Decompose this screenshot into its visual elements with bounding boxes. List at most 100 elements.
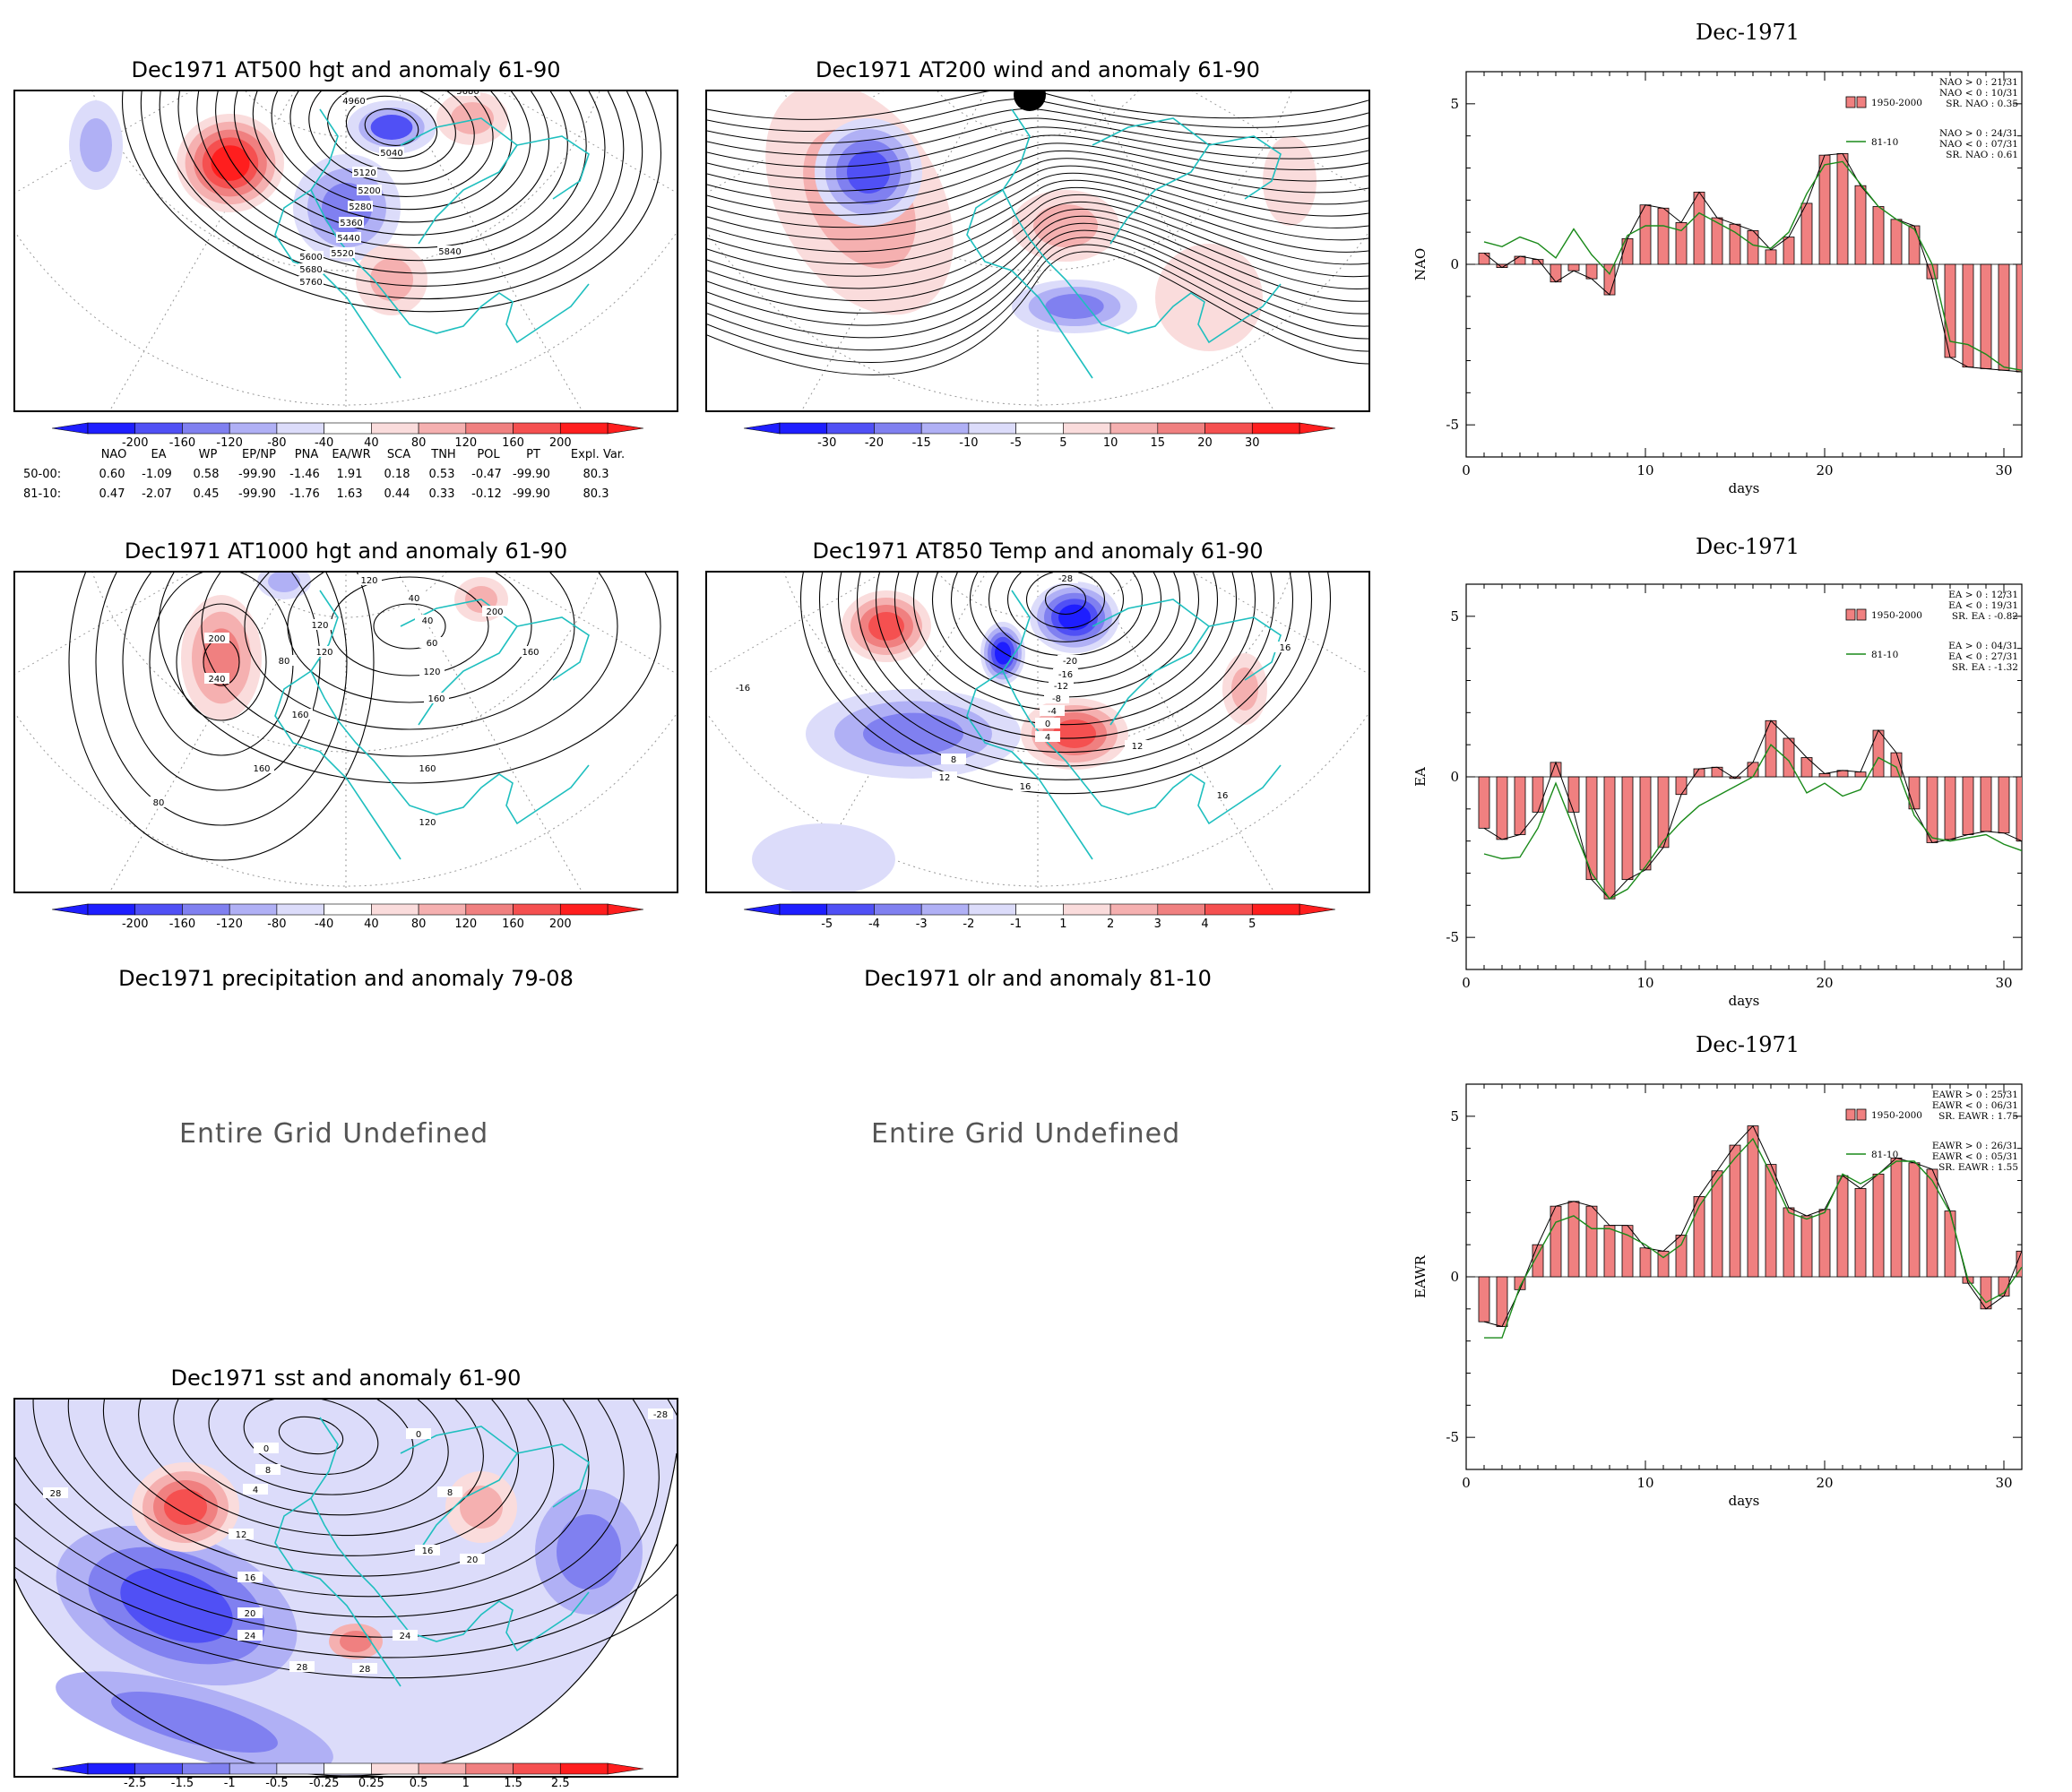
anomaly-shading: [340, 1631, 372, 1652]
colorbar-tick-label: -1.5: [171, 1777, 194, 1790]
contour-label: 5360: [340, 219, 362, 228]
colorbar-tick-label: 200: [549, 918, 572, 931]
contour-label: 5200: [358, 186, 380, 196]
colorbar-swatch: [134, 1762, 183, 1775]
colorbar-tick-label: 2.5: [551, 1777, 570, 1790]
teleconnection-row-81-10: 81-10: 0.47 -2.07 0.45 -99.90 -1.76 1.63 0.44 0.…: [18, 487, 681, 505]
y-tick-label: -5: [1446, 1429, 1459, 1445]
teleconnection-value: -0.47: [471, 468, 502, 481]
contour-label: 4: [253, 1486, 258, 1495]
bar: [1550, 1205, 1562, 1278]
contour-line: [138, 1400, 484, 1537]
colorbar-tick-label: -15: [912, 436, 931, 450]
map-title-sst: Dec1971 sst and anomaly 61-90: [170, 1366, 522, 1391]
contour-label: 160: [253, 764, 270, 774]
colorbar-swatch: [87, 422, 136, 435]
contour-line: [252, 91, 531, 223]
contour-label: 20: [245, 1609, 256, 1619]
x-tick-label: 20: [1816, 462, 1833, 478]
colorbar-tick-label: -200: [122, 436, 149, 450]
colorbar-swatch: [134, 903, 183, 916]
anomaly-shading: [120, 1568, 233, 1643]
colorbar-tick-label: -30: [817, 436, 836, 450]
chart-title-nao: Dec-1971: [1695, 20, 1800, 45]
teleconnection-value: 80.3: [583, 468, 609, 481]
contour-label: 16: [1217, 791, 1229, 801]
colorbar-swatch: [465, 422, 514, 435]
contour-label: 12: [236, 1530, 247, 1540]
legend-stat: EA < 0 : 27/31: [1948, 651, 2018, 662]
bar: [1657, 207, 1670, 265]
teleconnection-header-cell: SCA: [386, 448, 411, 461]
colorbar-tick-label: -20: [865, 436, 884, 450]
colorbar-tick-label: 1.5: [504, 1777, 522, 1790]
colorbar-tick-label: 20: [1197, 436, 1213, 450]
map-title-at1000: Dec1971 AT1000 hgt and anomaly 61-90: [124, 538, 568, 564]
colorbar-swatch: [920, 422, 970, 435]
bar: [1496, 776, 1508, 840]
teleconnection-value: -2.07: [142, 487, 172, 501]
coastline: [966, 108, 1282, 379]
colorbar-tick-label: 80: [411, 918, 427, 931]
y-tick-label: -5: [1446, 929, 1459, 945]
bar: [1818, 1209, 1831, 1278]
colorbar-tick-label: -2.5: [124, 1777, 146, 1790]
colorbar-tick-label: 0.5: [410, 1777, 428, 1790]
contour-label: 120: [311, 621, 328, 631]
anomaly-shading: [370, 258, 413, 301]
contour-line: [876, 573, 1256, 739]
bar: [1603, 263, 1616, 296]
colorbar-tick-label: 200: [549, 436, 572, 450]
contour-line: [173, 1400, 449, 1516]
colorbar-swatch: [182, 1762, 230, 1775]
colorbar-tick-label: 40: [364, 918, 379, 931]
contour-line: [215, 91, 568, 249]
legend-stat: EAWR < 0 : 05/31: [1932, 1151, 2018, 1162]
bar: [1962, 263, 1974, 368]
contour-label: 80: [153, 798, 165, 808]
colorbar-swatch: [276, 422, 324, 435]
contour-line: [271, 91, 513, 211]
teleconnection-value: 0.45: [193, 487, 220, 501]
anomaly-shading: [111, 1692, 278, 1753]
legend-stat: EA < 0 : 19/31: [1948, 600, 2018, 611]
teleconnection-header-cell: PNA: [294, 448, 319, 461]
teleconnection-value: 0.44: [384, 487, 410, 501]
colorbar-tick-label: 3: [1154, 918, 1161, 931]
colorbar-swatch: [182, 903, 230, 916]
teleconnection-header-cell: Expl. Var.: [570, 448, 626, 461]
colorbar-swatch: [826, 903, 875, 916]
legend-stat: EA > 0 : 04/31: [1948, 641, 2018, 651]
colorbar-swatch: [559, 903, 609, 916]
colorbar-swatch: [874, 422, 922, 435]
teleconnection-value: -99.90: [238, 487, 276, 501]
bar: [1729, 1144, 1741, 1278]
colorbar-tick-label: -2: [963, 918, 974, 931]
contour-label: 24: [400, 1632, 411, 1641]
bar: [1818, 773, 1831, 778]
series-line-81-10: [1483, 744, 2022, 900]
colorbar-swatch: [1251, 422, 1300, 435]
bar: [1514, 255, 1526, 265]
bar: [1765, 249, 1777, 265]
map-title-at200: Dec1971 AT200 wind and anomaly 61-90: [816, 57, 1260, 82]
colorbar-tick-label: -0.5: [265, 1777, 288, 1790]
teleconnection-row-50-00: 50-00: 0.60 -1.09 0.58 -99.90 -1.46 1.91 0.18 0.…: [18, 468, 681, 486]
legend-stat: EAWR < 0 : 06/31: [1932, 1100, 2018, 1111]
teleconnection-value: -1.46: [289, 468, 320, 481]
contour-line: [308, 91, 475, 185]
colorbar-swatch: [418, 903, 467, 916]
bar: [1998, 776, 2010, 834]
anomaly-shading: [847, 151, 890, 194]
colorbar-hgt-at500: -200 -160 -120 -80 -40 40 80 120 160 200: [52, 422, 643, 450]
teleconnection-header-cell: NAO: [100, 448, 127, 461]
series-line-1950-2000: [1483, 719, 2022, 900]
colorbar-swatch: [968, 903, 1016, 916]
colorbar-tick-label: 10: [1103, 436, 1118, 450]
at200-map-graphic: [707, 91, 1368, 410]
bar: [1514, 776, 1526, 835]
bar: [1944, 263, 1956, 358]
contour-line: [32, 1400, 590, 1598]
contour-line: [819, 573, 1312, 780]
anomaly-shading: [370, 115, 413, 140]
